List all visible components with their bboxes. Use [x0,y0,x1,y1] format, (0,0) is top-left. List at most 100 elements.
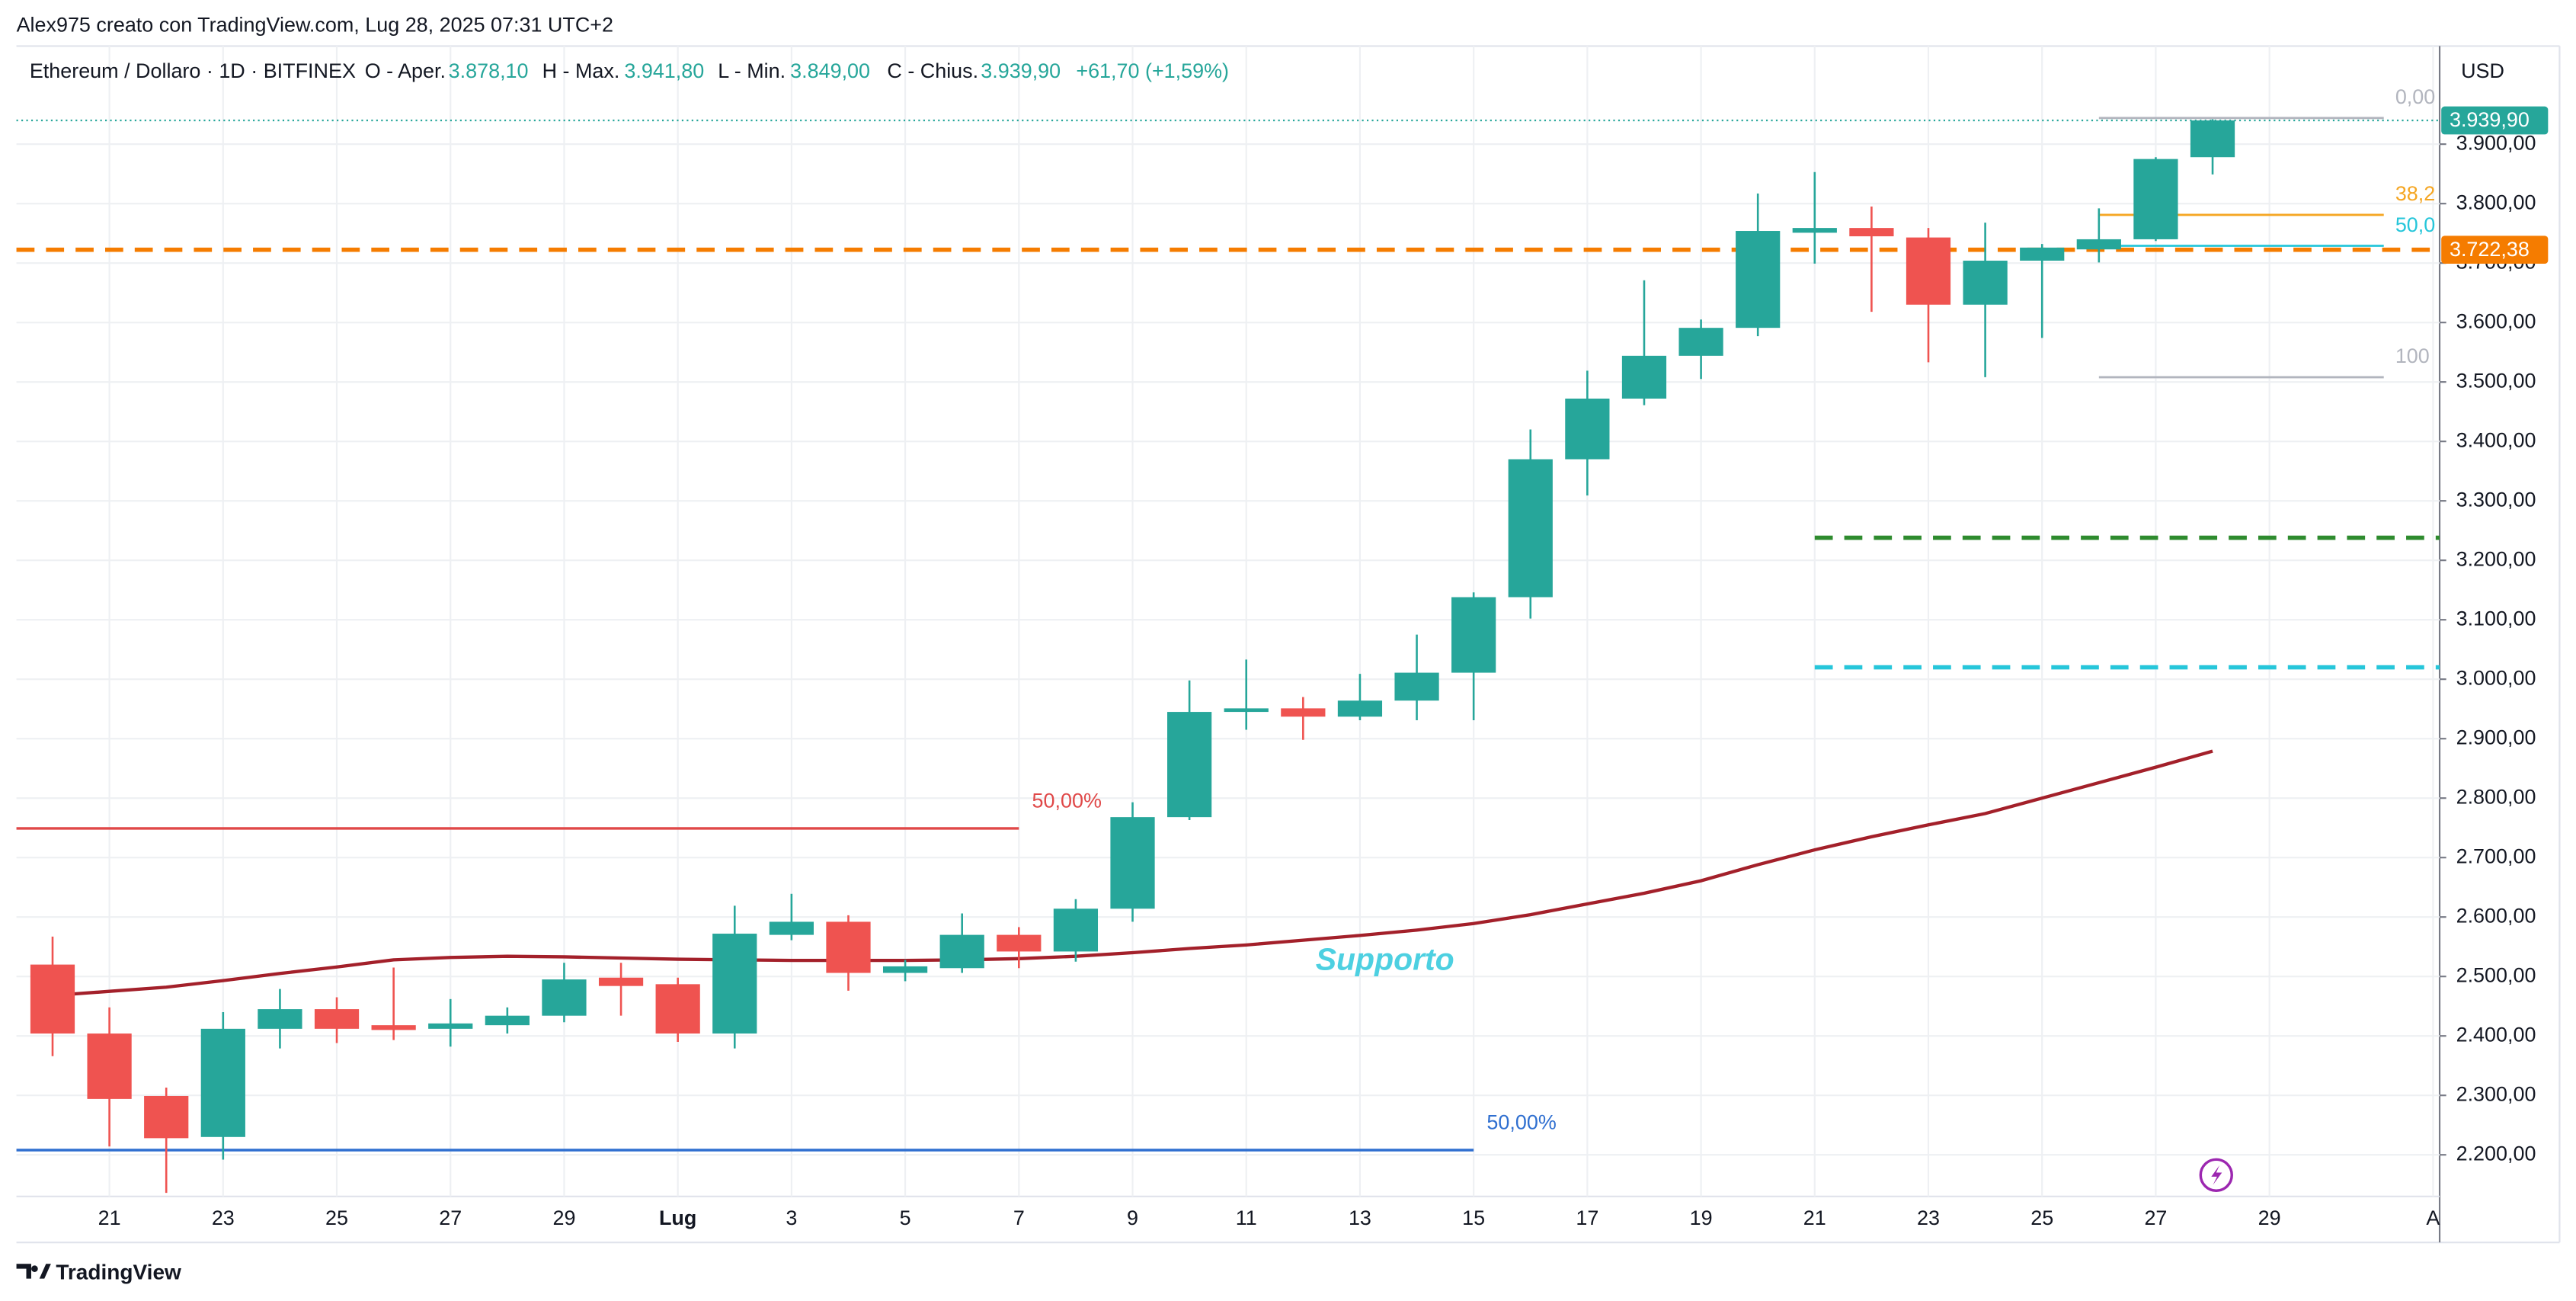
y-tick-label: 3.800,00 [2456,191,2536,213]
y-tick-label: 2.700,00 [2456,844,2536,867]
x-tick-label: 25 [2030,1206,2053,1229]
x-tick-label: 19 [1690,1206,1713,1229]
candle-body [655,984,700,1034]
y-tick-label: 2.500,00 [2456,963,2536,986]
candle-body [485,1015,530,1026]
level-label: 50,00% [1032,790,1102,812]
candle-body [1224,708,1269,713]
x-tick-label: A [2426,1206,2440,1229]
symbol: Ethereum / Dollaro · 1D · BITFINEX [30,59,356,82]
candle-body [30,964,75,1034]
y-tick-label: 3.600,00 [2456,309,2536,332]
x-tick-label: Lug [659,1206,696,1229]
y-tick-label: 2.200,00 [2456,1142,2536,1165]
x-tick-label: 11 [1236,1206,1257,1229]
plot: 0,00 38,2 50,0 100 [16,85,2440,1194]
y-tick-label: 2.300,00 [2456,1082,2536,1105]
high-value: 3.941,80 [624,59,704,82]
candle-body [1394,672,1439,701]
x-tick-label: 27 [439,1206,462,1229]
high-label: H - Max. [542,59,620,82]
x-tick-label: 5 [900,1206,911,1229]
fib-label: 50,0 [2395,213,2435,236]
candle-body [997,934,1042,952]
y-tick-label: 2.400,00 [2456,1023,2536,1046]
change: +61,70 (+1,59%) [1076,59,1229,82]
candle-body [1508,459,1553,598]
y-tick-label: 3.000,00 [2456,666,2536,689]
candle-body [144,1095,189,1139]
candle-body [428,1023,473,1029]
fib-label: 100 [2395,344,2430,367]
candle-body [1337,700,1383,717]
x-tick-label: 23 [1917,1206,1940,1229]
candle-body [882,966,928,973]
x-tick-label: 21 [1803,1206,1826,1229]
candle-body [542,979,587,1016]
candle-body [1053,908,1099,952]
candle-body [712,934,757,1034]
logo [16,1264,51,1279]
candle-body [200,1028,245,1137]
y-tick-label: 2.800,00 [2456,785,2536,808]
candle-body [258,1009,302,1029]
x-tick-label: 7 [1013,1206,1025,1229]
y-tick-label: 3.500,00 [2456,369,2536,392]
y-tick-label: 3.400,00 [2456,428,2536,451]
candle-body [371,1025,416,1030]
close-label: C - Chius. [887,59,978,82]
candle-body [2020,247,2065,261]
candle-body [1167,712,1212,818]
low-label: L - Min. [718,59,786,82]
event-icon[interactable] [2199,1158,2233,1192]
x-tick-label: 23 [212,1206,235,1229]
price-label-box [2441,236,2549,264]
x-tick-label: 3 [786,1206,797,1229]
open-value: 3.878,10 [449,59,529,82]
moving-average [52,749,2213,998]
x-tick-label: 13 [1349,1206,1371,1229]
candle-body [1906,237,1951,305]
y-tick-label: 3.900,00 [2456,131,2536,154]
fib-label: 0,00 [2395,85,2435,108]
price-label-box [2441,106,2549,135]
annotation: Supporto [1316,941,1454,976]
candle-body [1849,228,1894,237]
candle-body [598,977,644,986]
y-tick-label: 3.200,00 [2456,547,2536,570]
candle-body [939,934,984,969]
candle-body [1281,708,1326,717]
candle-body [2076,239,2121,250]
candle-body [826,921,871,973]
candle-body [1451,597,1496,673]
x-tick-label: 21 [98,1206,121,1229]
candle-body [2190,120,2235,158]
y-tick-label: 3.300,00 [2456,488,2536,511]
candle-body [87,1033,132,1099]
open-label: O - Aper. [365,59,446,82]
candle-body [1792,228,1837,233]
y-tick-label: 3.100,00 [2456,607,2536,630]
y-tick-label: 2.600,00 [2456,904,2536,927]
candle-body [1110,817,1155,909]
y-tick-label: 2.900,00 [2456,726,2536,748]
brand: TradingView [56,1261,181,1284]
candle-body [1736,231,1781,328]
candle-body [1621,355,1667,399]
candle-body [2133,159,2178,239]
candle-body [1565,398,1610,460]
x-tick-label: 17 [1576,1206,1598,1229]
x-tick-label: 25 [325,1206,348,1229]
x-tick-label: 29 [552,1206,575,1229]
candle-body [1678,328,1723,356]
fib-label: 38,2 [2395,182,2435,205]
x-tick-label: 9 [1127,1206,1138,1229]
candle-body [769,921,814,935]
level-label: 50,00% [1486,1111,1556,1134]
x-tick-label: 15 [1462,1206,1485,1229]
candle-body [314,1009,360,1029]
x-tick-label: 29 [2258,1206,2281,1229]
